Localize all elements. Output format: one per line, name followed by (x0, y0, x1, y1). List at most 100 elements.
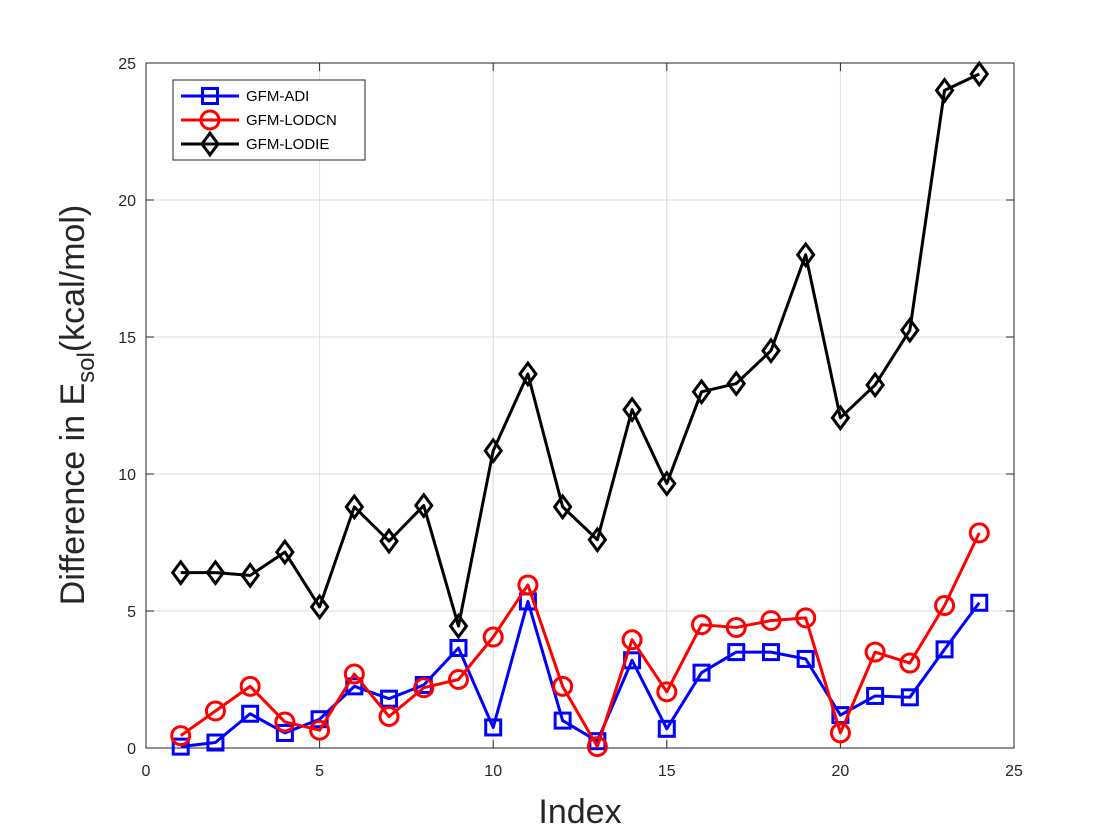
data-point-gfm-adi (206, 733, 225, 752)
x-tick-label: 0 (142, 763, 151, 780)
data-point-gfm-lodcn (586, 736, 608, 758)
data-point-gfm-lodcn (309, 719, 331, 741)
data-point-gfm-lodie (309, 593, 330, 621)
y-axis-label: Difference in Esol(kcal/mol) (54, 205, 100, 605)
data-point-gfm-lodcn (413, 677, 435, 699)
data-point-gfm-lodcn (447, 669, 469, 690)
y-tick-label: 20 (118, 193, 136, 210)
data-point-gfm-lodcn (343, 663, 365, 685)
data-point-gfm-lodcn (691, 614, 713, 636)
data-point-gfm-lodcn (934, 595, 956, 617)
legend: GFM-ADI GFM-LODCN GFM-LODIE (172, 79, 366, 161)
y-tick-label: 5 (127, 604, 136, 621)
y-tick-label: 10 (118, 467, 136, 484)
data-point-gfm-lodie (379, 527, 399, 555)
legend-label: GFM-LODIE (246, 136, 329, 153)
data-point-gfm-lodie (726, 370, 747, 397)
data-point-gfm-lodcn (552, 675, 574, 697)
data-point-gfm-lodie (587, 526, 608, 554)
legend-label: GFM-LODCN (246, 112, 337, 129)
y-tick-label: 15 (118, 330, 136, 347)
data-point-gfm-lodcn (656, 681, 678, 703)
data-point-gfm-lodie (205, 559, 226, 586)
axes-box (145, 62, 1015, 749)
data-point-gfm-adi (761, 643, 780, 662)
y-tick-label: 25 (118, 56, 136, 73)
data-point-gfm-lodie (483, 437, 504, 465)
data-point-gfm-lodie (656, 470, 677, 497)
data-point-gfm-lodie (518, 360, 538, 388)
x-tick-label: 15 (658, 763, 676, 780)
x-tick-label: 10 (484, 763, 502, 780)
data-point-gfm-adi (553, 711, 572, 730)
legend-entry-gfm-lodie: GFM-LODIE (181, 130, 329, 158)
data-point-gfm-lodcn (517, 574, 539, 596)
data-point-gfm-adi (484, 718, 503, 737)
legend-entry-gfm-lodcn: GFM-LODCN (181, 109, 337, 131)
data-point-gfm-adi (970, 593, 989, 612)
data-point-gfm-lodcn (621, 629, 643, 651)
data-point-gfm-lodie (622, 396, 642, 423)
data-point-gfm-lodie (795, 241, 816, 269)
series-group (170, 60, 990, 758)
series-line-gfm-lodcn (179, 532, 981, 749)
data-point-gfm-adi (449, 638, 468, 657)
data-point-gfm-lodie (934, 77, 955, 104)
data-point-gfm-lodie (240, 562, 261, 589)
data-point-gfm-lodcn (899, 652, 921, 674)
data-point-gfm-lodie (413, 492, 434, 519)
data-point-gfm-lodie (552, 493, 573, 521)
x-tick-label: 20 (832, 763, 850, 780)
y-axis-label-subscript: sol (73, 352, 100, 383)
data-point-gfm-lodie (865, 371, 885, 399)
data-point-gfm-lodie (691, 378, 712, 406)
data-point-gfm-lodcn (968, 522, 990, 544)
legend-marker (199, 109, 221, 131)
data-point-gfm-lodcn (795, 607, 817, 629)
data-point-gfm-lodcn (378, 705, 400, 727)
x-axis-label: Index (538, 793, 621, 831)
series-gfm-lodcn (170, 522, 990, 758)
data-point-gfm-lodcn (482, 626, 504, 648)
data-point-gfm-lodie (344, 493, 365, 521)
legend-marker (200, 130, 220, 158)
data-point-gfm-adi (900, 688, 919, 707)
series-gfm-lodie (170, 60, 990, 640)
data-point-gfm-lodcn (725, 616, 747, 638)
legend-label: GFM-ADI (246, 88, 309, 105)
y-axis-label-prefix: Difference in E (54, 383, 92, 605)
data-point-gfm-lodcn (864, 641, 886, 663)
data-point-gfm-adi (241, 704, 260, 723)
data-point-gfm-lodie (969, 60, 990, 88)
data-point-gfm-adi (866, 686, 885, 705)
data-point-gfm-adi (935, 640, 954, 659)
data-point-gfm-lodcn (170, 725, 192, 747)
data-point-gfm-lodcn (274, 711, 296, 733)
data-point-gfm-lodcn (829, 722, 851, 744)
data-point-gfm-lodcn (204, 700, 226, 722)
data-point-gfm-lodie (761, 337, 781, 365)
data-point-gfm-lodie (899, 316, 920, 344)
data-point-gfm-adi (171, 737, 190, 756)
data-point-gfm-lodie (448, 612, 469, 640)
y-axis-label-suffix: (kcal/mol) (54, 205, 92, 352)
axes: 0 5 10 15 20 25 0 5 10 15 20 25 (118, 56, 1023, 780)
data-point-gfm-lodie (170, 559, 191, 586)
data-point-gfm-lodie (275, 538, 295, 566)
legend-entry-gfm-adi: GFM-ADI (181, 87, 309, 105)
x-tick-label: 25 (1005, 763, 1023, 780)
data-point-gfm-adi (796, 649, 815, 668)
y-tick-label: 0 (127, 741, 136, 758)
data-point-gfm-adi (692, 663, 711, 682)
data-point-gfm-adi (657, 719, 676, 738)
data-point-gfm-lodie (830, 404, 851, 432)
data-point-gfm-adi (727, 643, 746, 662)
data-point-gfm-lodcn (760, 610, 782, 632)
data-point-gfm-adi (275, 723, 294, 742)
data-point-gfm-lodcn (239, 675, 261, 697)
x-tick-label: 5 (315, 763, 324, 780)
plot-background (146, 63, 1014, 748)
legend-marker (201, 87, 219, 105)
